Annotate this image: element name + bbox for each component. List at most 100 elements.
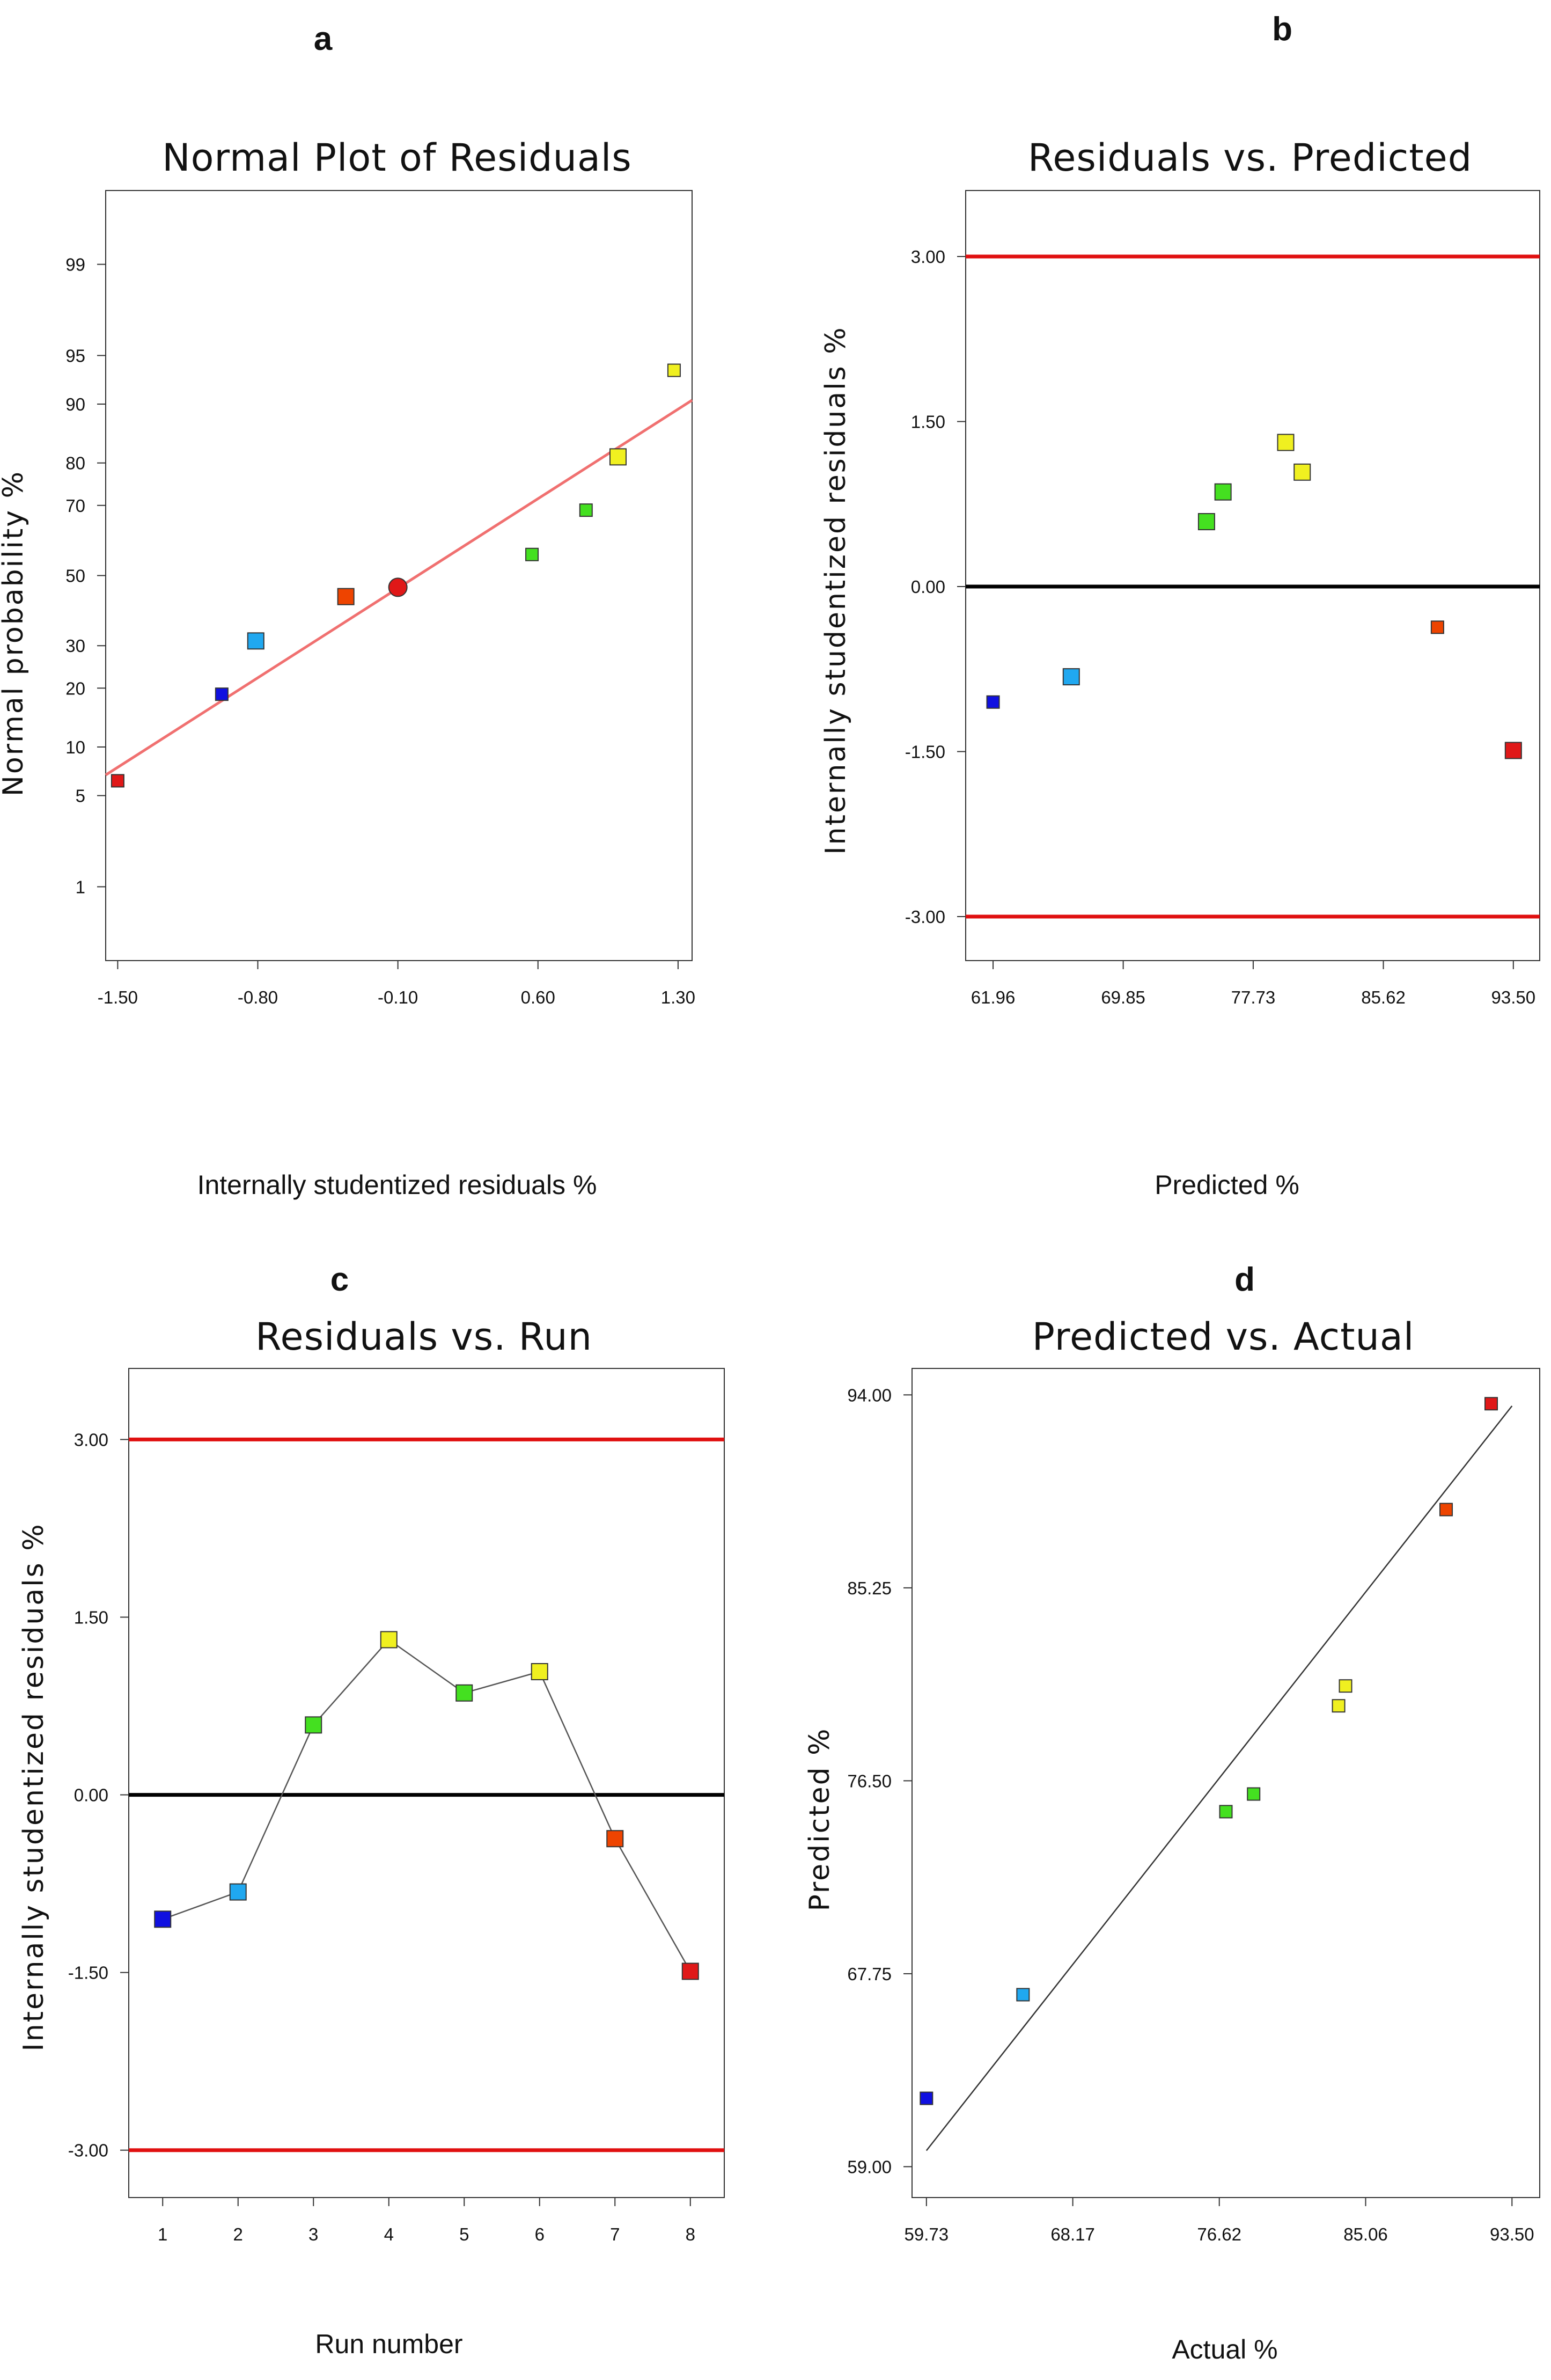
y-tick-label: 80: [65, 453, 85, 473]
data-point: [1062, 668, 1080, 686]
x-tick-label: 77.73: [1231, 987, 1276, 1007]
y-tick-label: 30: [65, 636, 85, 656]
data-point: [606, 1830, 624, 1848]
y-axis-label: Normal probability %: [0, 470, 30, 796]
reference-line: [925, 1405, 1513, 2151]
x-tick-label: 68.17: [1050, 2224, 1095, 2244]
data-point: [154, 1910, 172, 1928]
data-point: [531, 1663, 548, 1681]
y-tick-label: 76.50: [847, 1771, 892, 1791]
x-tick-label: 1.30: [661, 987, 695, 1007]
plot-frame: [105, 190, 693, 961]
x-tick-label: 6: [535, 2224, 545, 2244]
y-axis-label: Internally studentized residuals %: [18, 1522, 50, 2051]
plot-frame: [912, 1368, 1540, 2198]
y-axis-label: Internally studentized residuals %: [820, 326, 852, 854]
x-tick-label: 85.62: [1361, 987, 1406, 1007]
data-point: [1430, 620, 1444, 634]
chart-title: Residuals vs. Predicted: [1028, 136, 1472, 180]
y-tick-label: 85.25: [847, 1578, 892, 1598]
data-point: [337, 588, 355, 605]
chart-title: Predicted vs. Actual: [1032, 1315, 1415, 1359]
chart-title: Normal Plot of Residuals: [162, 136, 632, 180]
y-tick-label: 1.50: [911, 412, 945, 432]
x-axis-label: Actual %: [1172, 2334, 1277, 2364]
data-point: [229, 1883, 247, 1901]
y-tick-label: -3.00: [905, 907, 945, 927]
x-tick-label: 4: [384, 2224, 394, 2244]
data-point: [1277, 434, 1295, 451]
x-axis-label: Predicted %: [1155, 1170, 1299, 1200]
plot-marks: 61.96 69.85 77.73 85.62 93.50 -3.00 -1.50 0.00 1…: [905, 190, 1540, 1007]
data-point: [986, 695, 1000, 709]
x-tick-label: 59.73: [905, 2224, 949, 2244]
x-tick-label: 5: [459, 2224, 469, 2244]
data-point: [1214, 483, 1232, 501]
data-point: [579, 503, 593, 517]
data-point: [380, 1631, 398, 1649]
y-tick-label: 59.00: [847, 2157, 892, 2177]
plot-marks: 1 2 3 4 5 6 7 8 -3.00 -1.50 0.00 1.50 3.00: [68, 1368, 725, 2244]
data-point: [305, 1716, 322, 1734]
y-tick-label: 50: [65, 566, 85, 586]
y-tick-label: -3.00: [68, 2141, 108, 2161]
y-tick-label: 95: [65, 346, 85, 365]
plot-marks: 59.73 68.17 76.62 85.06 93.50 59.00 67.75 76.50…: [847, 1368, 1540, 2244]
x-tick-label: -0.10: [378, 987, 418, 1007]
data-point: [1484, 1397, 1498, 1411]
data-point: [609, 448, 627, 466]
data-point: [667, 363, 681, 377]
data-point: [1016, 1988, 1030, 2002]
y-tick-label: 3.00: [911, 247, 945, 267]
data-point: [1197, 513, 1215, 531]
y-tick-label: 90: [65, 394, 85, 414]
y-tick-label: -1.50: [68, 1963, 108, 1983]
y-tick-label: 5: [76, 786, 85, 806]
y-tick-label: 67.75: [847, 1964, 892, 1984]
x-tick-label: 8: [686, 2224, 695, 2244]
x-tick-label: 0.60: [521, 987, 555, 1007]
data-point: [1439, 1503, 1453, 1517]
x-tick-label: 2: [233, 2224, 243, 2244]
panel-letter: b: [1272, 11, 1292, 48]
data-point: [525, 547, 539, 561]
plot-marks: -1.50 -0.80 -0.10 0.60 1.30 1 5 10 20 30 50 70 80 90 9…: [65, 190, 695, 1007]
panel-b: b Residuals vs. Predicted 61.96 69.85 77.7…: [820, 11, 1540, 1200]
data-point: [1293, 463, 1311, 481]
x-axis-label: Internally studentized residuals %: [197, 1170, 597, 1200]
x-axis-label: Run number: [315, 2329, 462, 2359]
data-point: [215, 687, 229, 701]
x-tick-label: 69.85: [1101, 987, 1145, 1007]
series-line: [162, 1638, 691, 1972]
x-tick-label: 93.50: [1490, 2224, 1534, 2244]
y-tick-label: 70: [65, 496, 85, 516]
data-point: [455, 1684, 473, 1702]
x-tick-label: 3: [308, 2224, 318, 2244]
data-point: [920, 2091, 933, 2105]
x-tick-label: 7: [610, 2224, 620, 2244]
panel-d: d Predicted vs. Actual 59.73 68.17 76.62 85…: [804, 1261, 1540, 2364]
panel-a: a Normal Plot of Residuals -1.50 -0.80 -0.…: [0, 20, 695, 1200]
plot-frame: [128, 1368, 725, 2198]
data-point: [1504, 742, 1522, 759]
y-tick-label: 99: [65, 255, 85, 275]
x-tick-label: 85.06: [1343, 2224, 1388, 2244]
panel-letter: d: [1234, 1261, 1255, 1298]
chart-title: Residuals vs. Run: [255, 1315, 592, 1359]
y-tick-label: 0.00: [911, 577, 945, 597]
panel-letter: a: [314, 20, 333, 57]
data-point: [681, 1962, 699, 1980]
y-tick-label: 1: [76, 877, 85, 897]
y-tick-label: 94.00: [847, 1385, 892, 1405]
data-point: [1332, 1699, 1346, 1713]
y-tick-label: 10: [65, 737, 85, 757]
data-point: [247, 632, 264, 650]
data-point: [1219, 1805, 1233, 1819]
data-point: [1339, 1679, 1352, 1693]
y-tick-label: -1.50: [905, 742, 945, 762]
x-tick-label: 61.96: [971, 987, 1016, 1007]
data-point: [111, 774, 124, 788]
y-tick-label: 20: [65, 678, 85, 698]
y-axis-label: Predicted %: [804, 1727, 836, 1911]
